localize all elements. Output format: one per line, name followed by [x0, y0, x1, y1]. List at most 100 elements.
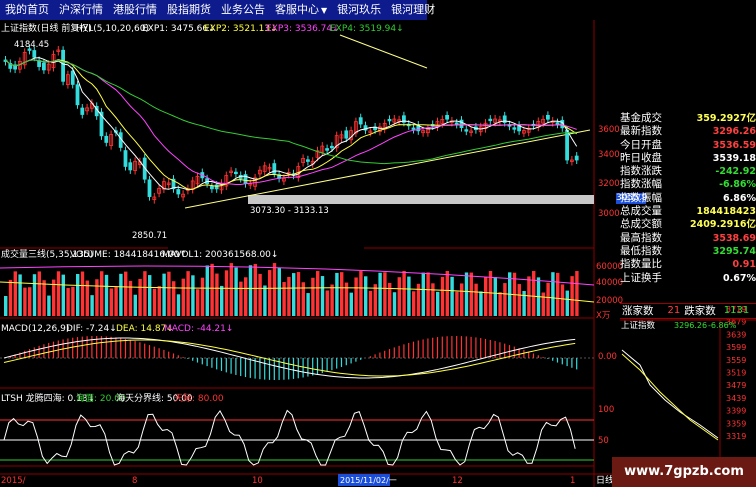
- candle-body: [195, 175, 200, 185]
- stat-value: 3295.74: [712, 245, 756, 257]
- vol-unit: X万: [596, 311, 610, 321]
- candle-body: [104, 135, 109, 143]
- candle-body: [325, 148, 330, 151]
- volume-bar: [61, 274, 65, 316]
- volume-bar: [316, 271, 320, 316]
- volume-bar: [551, 272, 555, 316]
- volume-bar: [114, 286, 118, 316]
- candle-body: [142, 157, 147, 180]
- candle-body: [128, 162, 133, 171]
- volume-bar: [124, 271, 128, 316]
- candle-body: [224, 175, 229, 187]
- mini-scale-label: 3679: [726, 318, 746, 327]
- candle-body: [459, 119, 464, 129]
- mini-scale-label: 3319: [726, 432, 746, 441]
- volume-bars: [0, 263, 595, 316]
- volume-bar: [42, 280, 46, 316]
- menu-item-label: 银河理财: [391, 3, 436, 16]
- candle-body: [502, 115, 507, 123]
- volume-bar: [397, 277, 401, 316]
- mini-index-name: 上证指数: [621, 320, 656, 331]
- volume-bar: [128, 280, 133, 316]
- up-count-value: 21: [667, 305, 681, 316]
- menu-item-4[interactable]: 业务公告: [216, 0, 270, 20]
- candle-body: [171, 178, 176, 190]
- volume-bar: [575, 271, 579, 316]
- menu-item-0[interactable]: 我的首页: [0, 0, 54, 20]
- volume-bar: [464, 272, 469, 316]
- candle-body: [301, 157, 306, 163]
- candle-body: [555, 122, 560, 125]
- volume-bar: [344, 282, 349, 316]
- volume-bar: [556, 272, 560, 316]
- menu-item-7[interactable]: 银河理财: [386, 0, 440, 20]
- stat-row: 指数涨幅 -6.86%: [620, 178, 756, 191]
- mini-avg-line: [621, 353, 719, 441]
- vol-scale-40000: 40000: [596, 278, 623, 288]
- volume-bar: [325, 290, 329, 316]
- candle-body: [257, 169, 262, 175]
- candle-body: [522, 130, 526, 134]
- stat-value: 3538.69: [712, 232, 756, 244]
- stat-value: 0.67%: [723, 272, 756, 284]
- main-scale-3400: 3400: [598, 150, 620, 160]
- candle-body: [262, 165, 267, 172]
- tianbian-value: 天际: 80.00: [174, 393, 224, 404]
- exp4-label: EXP4: 3519.94↓: [330, 24, 404, 34]
- ltsh-title: LTSH 龙腾四海: 0.13↓: [1, 392, 95, 404]
- mini-chart: 3719 3679 3639 3599 3559 3519 3479 3439 3399 3359…: [620, 305, 756, 474]
- volume-bar: [268, 270, 272, 316]
- volume-bar: [522, 290, 526, 316]
- volume-bar: [282, 282, 286, 316]
- volume-bar: [18, 274, 22, 316]
- mavol-value: MAVOL1: 200361568.00↓: [162, 250, 278, 260]
- volume-bar: [133, 294, 137, 316]
- volume-bar: [311, 277, 315, 316]
- stat-label: 最新指数: [620, 125, 662, 138]
- ltsh-lines: [3, 409, 576, 466]
- stat-label: 最低指数: [620, 244, 662, 257]
- volume-bar: [234, 267, 238, 316]
- stat-row: 总成交额 2409.2916亿: [620, 218, 756, 231]
- moving-average-lines: [5, 57, 578, 191]
- volume-bar: [436, 291, 440, 316]
- stat-row: 总成交量 184418423: [620, 205, 756, 218]
- volume-title: 成交量三线(5,35,135): [1, 248, 93, 260]
- grid-lines: [0, 20, 756, 487]
- menu-item-label: 港股行情: [113, 3, 157, 16]
- candle-body: [22, 52, 27, 66]
- volume-bar: [263, 285, 267, 316]
- stat-row: 最新指数 3296.26: [620, 125, 756, 138]
- candle-body: [80, 107, 85, 115]
- volume-bar: [56, 271, 61, 316]
- menu-item-3[interactable]: 股指期货: [162, 0, 216, 20]
- menu-item-5[interactable]: 客服中心 ▼: [270, 0, 332, 20]
- mavol-line-long: [0, 265, 595, 286]
- menu-item-2[interactable]: 港股行情: [108, 0, 162, 20]
- candle-body: [377, 126, 382, 132]
- highlight-band: [248, 195, 594, 204]
- volume-bar: [412, 291, 416, 316]
- volume-bar: [349, 292, 353, 316]
- chart-area[interactable]: 3719 3679 3639 3599 3559 3519 3479 3439 3399 3359…: [0, 20, 756, 487]
- volume-bar: [191, 275, 195, 316]
- candle-body: [344, 130, 349, 139]
- stat-label: 指数涨幅: [620, 178, 662, 191]
- menu-item-label: 银河玖乐: [337, 3, 382, 16]
- mini-scale-label: 3639: [726, 330, 746, 339]
- candle-body: [46, 63, 51, 71]
- exp2-label: EXP2: 3521.13↓: [204, 24, 278, 34]
- haimian-value: 海面: 20.00: [76, 392, 126, 404]
- volume-bar: [469, 272, 473, 316]
- candle-body: [421, 130, 426, 134]
- menu-item-6[interactable]: 银河玖乐: [332, 0, 386, 20]
- volume-bar: [172, 281, 176, 316]
- stat-value: 6.86%: [723, 192, 756, 204]
- exp1-label: EXP1: 3475.66↓: [142, 24, 216, 34]
- mavol-line-mid: [0, 281, 595, 303]
- menu-item-1[interactable]: 沪深行情: [54, 0, 108, 20]
- volume-bar: [440, 276, 445, 316]
- stat-label: 指数涨跌: [620, 165, 662, 178]
- trend-line-top: [339, 34, 428, 69]
- candle-body: [305, 159, 310, 162]
